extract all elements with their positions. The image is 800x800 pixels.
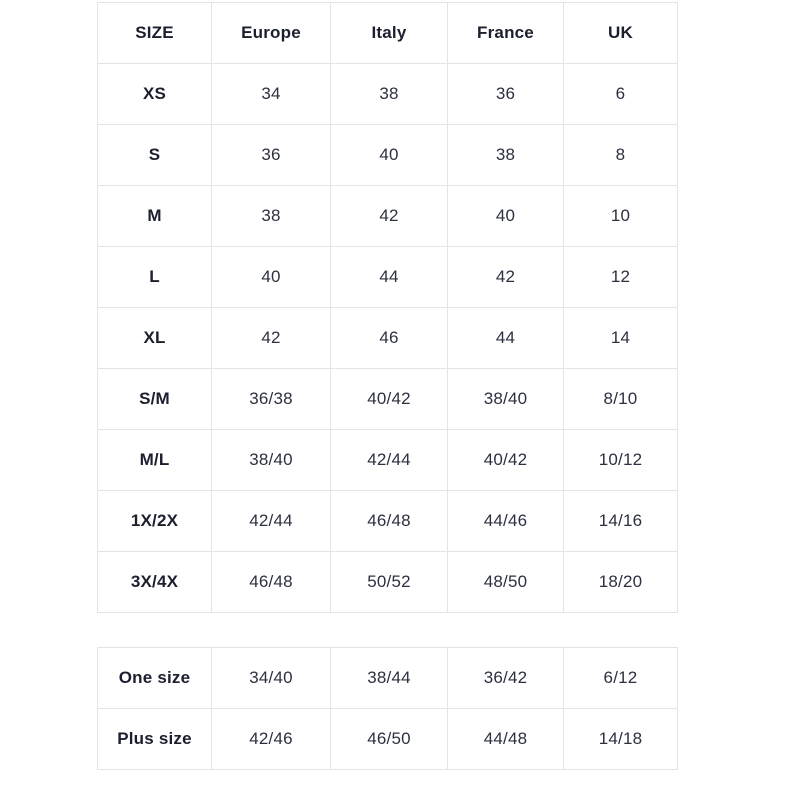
- cell-size: 1X/2X: [97, 490, 212, 552]
- cell-size: S: [97, 124, 212, 186]
- cell-uk: 10/12: [563, 429, 678, 491]
- cell-europe: 34/40: [211, 647, 331, 709]
- cell-uk: 12: [563, 246, 678, 308]
- column-header-france: France: [447, 2, 564, 64]
- cell-france: 40: [447, 185, 564, 247]
- cell-europe: 38: [211, 185, 331, 247]
- cell-size: L: [97, 246, 212, 308]
- table-row: L 40 44 42 12: [97, 246, 678, 308]
- cell-uk: 14: [563, 307, 678, 369]
- table-row: S 36 40 38 8: [97, 124, 678, 186]
- cell-uk: 18/20: [563, 551, 678, 613]
- cell-italy: 46/48: [330, 490, 448, 552]
- column-header-size: SIZE: [97, 2, 212, 64]
- column-header-italy: Italy: [330, 2, 448, 64]
- table-body: One size 34/40 38/44 36/42 6/12 Plus siz…: [97, 647, 678, 770]
- cell-size: XS: [97, 63, 212, 125]
- cell-italy: 46: [330, 307, 448, 369]
- table-separator: [97, 613, 677, 647]
- cell-italy: 46/50: [330, 708, 448, 770]
- cell-size: S/M: [97, 368, 212, 430]
- cell-france: 48/50: [447, 551, 564, 613]
- column-header-europe: Europe: [211, 2, 331, 64]
- one-size-plus-size-table: One size 34/40 38/44 36/42 6/12 Plus siz…: [97, 647, 678, 770]
- cell-uk: 6: [563, 63, 678, 125]
- cell-uk: 14/18: [563, 708, 678, 770]
- cell-italy: 38: [330, 63, 448, 125]
- table-row: Plus size 42/46 46/50 44/48 14/18: [97, 708, 678, 770]
- cell-italy: 40: [330, 124, 448, 186]
- cell-italy: 40/42: [330, 368, 448, 430]
- cell-europe: 42/44: [211, 490, 331, 552]
- table-row: S/M 36/38 40/42 38/40 8/10: [97, 368, 678, 430]
- table-row: XS 34 38 36 6: [97, 63, 678, 125]
- cell-france: 40/42: [447, 429, 564, 491]
- cell-uk: 10: [563, 185, 678, 247]
- table-row: 3X/4X 46/48 50/52 48/50 18/20: [97, 551, 678, 613]
- cell-france: 44/48: [447, 708, 564, 770]
- cell-france: 42: [447, 246, 564, 308]
- size-chart-container: SIZE Europe Italy France UK XS 34 38 36 …: [97, 2, 678, 770]
- cell-france: 38: [447, 124, 564, 186]
- cell-europe: 36/38: [211, 368, 331, 430]
- table-row: M/L 38/40 42/44 40/42 10/12: [97, 429, 678, 491]
- cell-france: 44: [447, 307, 564, 369]
- table-header: SIZE Europe Italy France UK: [97, 2, 678, 64]
- cell-size: XL: [97, 307, 212, 369]
- cell-size: Plus size: [97, 708, 212, 770]
- cell-italy: 50/52: [330, 551, 448, 613]
- cell-italy: 42/44: [330, 429, 448, 491]
- cell-size: M/L: [97, 429, 212, 491]
- cell-uk: 14/16: [563, 490, 678, 552]
- cell-italy: 38/44: [330, 647, 448, 709]
- cell-france: 38/40: [447, 368, 564, 430]
- cell-uk: 8/10: [563, 368, 678, 430]
- cell-france: 44/46: [447, 490, 564, 552]
- cell-france: 36: [447, 63, 564, 125]
- cell-italy: 44: [330, 246, 448, 308]
- cell-europe: 36: [211, 124, 331, 186]
- table-row: 1X/2X 42/44 46/48 44/46 14/16: [97, 490, 678, 552]
- cell-europe: 34: [211, 63, 331, 125]
- cell-france: 36/42: [447, 647, 564, 709]
- cell-italy: 42: [330, 185, 448, 247]
- cell-size: One size: [97, 647, 212, 709]
- cell-europe: 40: [211, 246, 331, 308]
- table-row: XL 42 46 44 14: [97, 307, 678, 369]
- cell-uk: 8: [563, 124, 678, 186]
- table-row: M 38 42 40 10: [97, 185, 678, 247]
- table-row: One size 34/40 38/44 36/42 6/12: [97, 647, 678, 709]
- cell-uk: 6/12: [563, 647, 678, 709]
- cell-europe: 42/46: [211, 708, 331, 770]
- cell-europe: 46/48: [211, 551, 331, 613]
- cell-europe: 38/40: [211, 429, 331, 491]
- table-header-row: SIZE Europe Italy France UK: [97, 2, 678, 64]
- cell-size: 3X/4X: [97, 551, 212, 613]
- cell-size: M: [97, 185, 212, 247]
- column-header-uk: UK: [563, 2, 678, 64]
- table-body: XS 34 38 36 6 S 36 40 38 8 M 38 42 40 10: [97, 63, 678, 613]
- standard-size-table: SIZE Europe Italy France UK XS 34 38 36 …: [97, 2, 678, 613]
- cell-europe: 42: [211, 307, 331, 369]
